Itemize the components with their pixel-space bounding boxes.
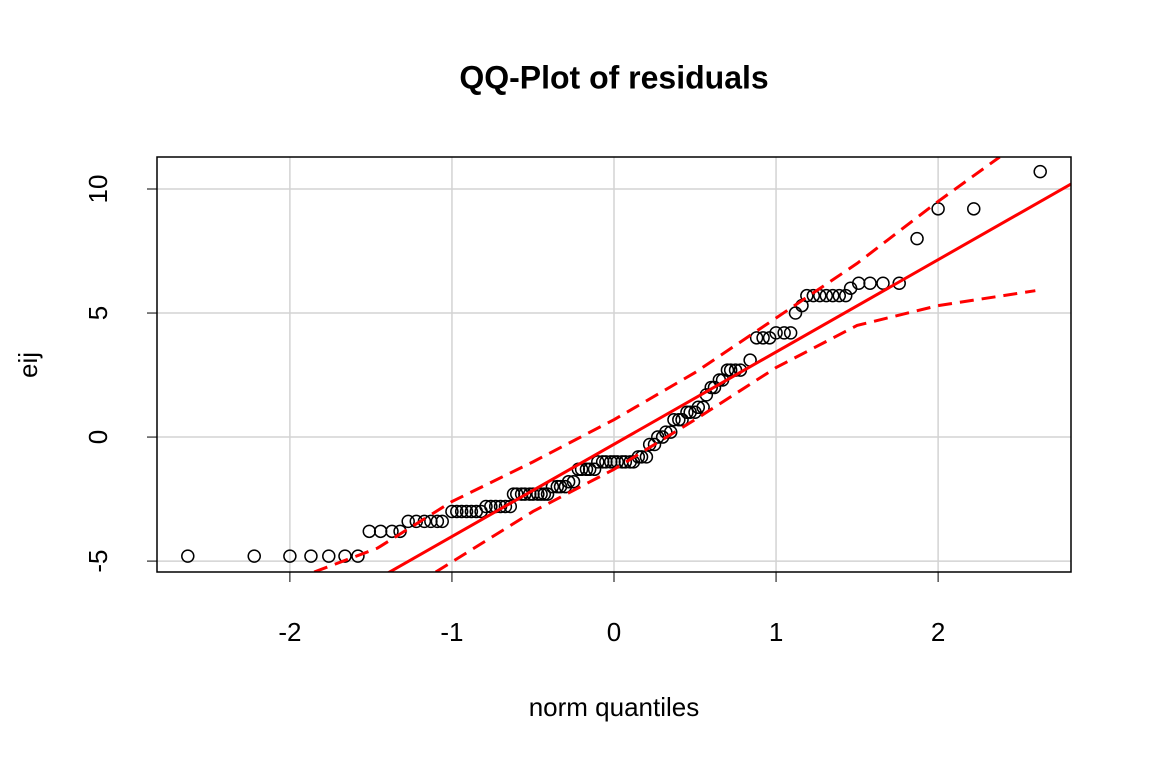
point — [591, 455, 605, 469]
point — [675, 412, 689, 427]
point — [723, 363, 738, 377]
point — [435, 514, 449, 529]
confidence-band — [313, 157, 1001, 572]
point — [618, 455, 633, 469]
point — [647, 437, 662, 452]
point — [704, 380, 718, 395]
point — [459, 504, 474, 519]
point — [445, 504, 459, 519]
y-tick-label: -5 — [83, 550, 113, 573]
chart-title: QQ-Plot of residuals — [459, 59, 768, 95]
point — [582, 462, 597, 477]
point — [401, 514, 415, 529]
point — [777, 326, 791, 340]
x-tick-label: 2 — [931, 617, 945, 647]
point — [819, 288, 834, 303]
point — [537, 487, 552, 501]
y-tick-label: 10 — [83, 175, 113, 204]
point — [450, 504, 464, 519]
point — [247, 549, 261, 563]
y-axis-label: eij — [13, 352, 43, 378]
point — [385, 524, 399, 539]
point — [579, 462, 594, 477]
point — [373, 524, 388, 539]
plot-area — [181, 157, 1071, 572]
point — [667, 412, 681, 427]
point — [484, 499, 498, 514]
point — [838, 288, 853, 303]
point — [587, 462, 602, 477]
grid — [157, 157, 1071, 572]
point — [534, 487, 548, 501]
point — [720, 363, 735, 377]
x-tick-label: -1 — [440, 617, 463, 647]
point — [672, 412, 686, 427]
point — [892, 276, 906, 291]
y-tick-label: 5 — [83, 306, 113, 320]
point — [749, 331, 764, 345]
point — [561, 474, 576, 489]
point — [769, 326, 783, 340]
point — [806, 288, 821, 303]
point — [430, 514, 445, 529]
point — [351, 549, 365, 563]
point — [540, 487, 555, 501]
point — [1033, 164, 1047, 179]
point — [863, 276, 877, 291]
point — [322, 549, 336, 563]
point — [800, 288, 814, 303]
point — [832, 288, 847, 303]
x-tick-label: 0 — [607, 617, 621, 647]
y-tick-label: 0 — [83, 430, 113, 444]
x-tick-label: 1 — [769, 617, 783, 647]
point — [691, 400, 706, 415]
point — [283, 549, 297, 563]
point — [454, 504, 469, 519]
point — [338, 549, 352, 563]
point — [479, 499, 493, 514]
reference-line — [386, 182, 1071, 572]
point — [362, 524, 377, 539]
point — [967, 202, 981, 216]
x-tick-label: -2 — [278, 617, 301, 647]
point — [680, 405, 694, 420]
point — [304, 549, 318, 563]
x-axis-label: norm quantiles — [529, 692, 700, 722]
point — [783, 326, 798, 340]
point — [566, 474, 581, 489]
point — [876, 276, 890, 291]
point — [498, 499, 513, 514]
point — [756, 331, 770, 345]
point — [550, 479, 565, 494]
point — [464, 504, 479, 519]
point — [663, 425, 678, 439]
point — [826, 288, 840, 303]
point — [518, 487, 532, 501]
point — [707, 380, 722, 395]
confidence-band — [434, 289, 1036, 572]
point — [181, 549, 195, 563]
point — [910, 231, 924, 246]
